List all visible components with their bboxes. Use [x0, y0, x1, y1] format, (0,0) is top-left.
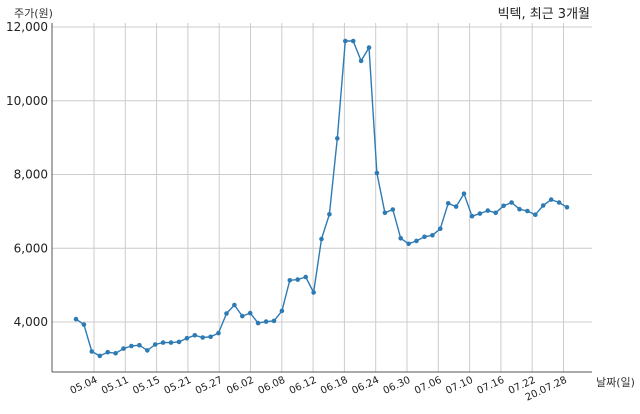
data-point [327, 212, 332, 217]
data-point [477, 211, 483, 216]
data-point [382, 210, 388, 216]
data-point [208, 334, 213, 340]
data-point [556, 200, 562, 205]
data-point [216, 330, 221, 336]
data-point [350, 38, 356, 44]
data-point [358, 58, 364, 64]
data-point [398, 236, 404, 241]
data-point [129, 343, 134, 349]
data-point [105, 349, 110, 355]
data-point [160, 340, 166, 345]
axes [51, 23, 592, 373]
data-point [533, 212, 538, 217]
data-point [335, 136, 340, 141]
y-axis-label: 주가(원) [14, 7, 53, 20]
data-point [271, 318, 277, 324]
x-tick-label: 05.21 [163, 375, 194, 397]
data-point [200, 335, 205, 340]
data-point [453, 204, 459, 209]
data-point [145, 348, 150, 353]
data-point [343, 38, 348, 44]
series-line [75, 40, 568, 357]
x-tick-label: 05.15 [131, 375, 162, 397]
x-tick-label: 07.10 [444, 375, 475, 397]
data-point [279, 308, 285, 314]
data-point [81, 322, 87, 327]
y-tick-label: 4,000 [14, 315, 48, 329]
data-point [73, 316, 79, 322]
data-point [445, 201, 451, 206]
data-point [564, 205, 570, 210]
data-point [232, 302, 237, 308]
x-axis-label: 날짜(일) [596, 375, 635, 389]
data-point [390, 207, 396, 212]
data-point [366, 45, 372, 50]
data-point [89, 349, 95, 354]
y-tick-label: 10,000 [6, 94, 48, 108]
x-tick-labels: 05.04 05.11 05.15 05.21 05.27 06.02 06.08 06.12… [69, 375, 569, 404]
data-point [255, 320, 261, 326]
y-tick-label: 12,000 [6, 20, 48, 34]
data-point [406, 241, 411, 247]
data-point [485, 208, 491, 213]
data-point [501, 203, 506, 209]
data-point [461, 191, 467, 196]
chart-title: 빅텍, 최근 3개월 [498, 7, 590, 22]
data-point [422, 234, 427, 240]
data-point [438, 226, 443, 231]
x-tick-label: 06.30 [382, 375, 413, 397]
x-tick-label: 06.24 [350, 375, 381, 397]
data-point [414, 238, 419, 244]
x-tick-label: 06.02 [225, 375, 256, 397]
x-tick-label: 05.04 [69, 375, 100, 397]
data-point [374, 170, 380, 176]
data-point [525, 208, 530, 214]
data-point [137, 342, 142, 348]
y-tick-labels: 4,000 6,000 8,000 10,000 12,000 [6, 20, 48, 329]
data-point [168, 340, 174, 345]
data-point [152, 342, 158, 347]
x-tick-label: 05.11 [100, 375, 131, 397]
data-point [517, 206, 522, 212]
data-point [192, 333, 198, 338]
data-point [184, 335, 190, 341]
data-point [97, 353, 103, 359]
data-point [295, 277, 301, 282]
x-tick-label: 07.16 [476, 375, 507, 397]
data-point [247, 310, 253, 316]
data-point [493, 210, 499, 216]
gridlines [52, 23, 592, 372]
x-tick-label: 06.18 [319, 375, 350, 397]
data-point [548, 197, 554, 202]
data-point [240, 313, 245, 319]
data-point [311, 290, 316, 295]
plot-area [73, 38, 570, 359]
data-point [430, 233, 435, 238]
data-point [121, 346, 126, 351]
data-point [469, 213, 475, 219]
x-tick-label: 06.12 [288, 375, 319, 397]
y-tick-label: 6,000 [14, 241, 48, 255]
data-point [540, 203, 546, 208]
data-point [303, 274, 309, 280]
data-point [319, 236, 324, 242]
x-tick-label: 06.08 [256, 375, 287, 397]
y-tick-label: 8,000 [14, 168, 48, 182]
data-point [287, 278, 293, 283]
data-point [176, 339, 182, 345]
x-tick-label: 05.27 [194, 375, 225, 397]
data-point [509, 200, 514, 205]
data-point [224, 311, 229, 316]
data-point [113, 351, 118, 356]
data-point [263, 319, 269, 324]
x-tick-label: 07.06 [413, 375, 444, 397]
